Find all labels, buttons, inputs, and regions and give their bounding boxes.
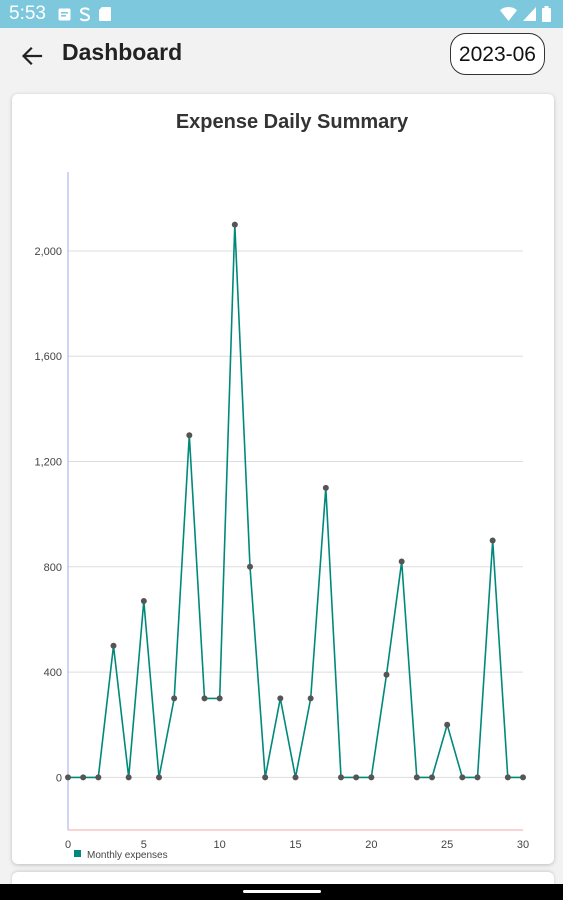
legend-label: Monthly expenses	[87, 850, 168, 861]
data-point	[520, 774, 526, 781]
data-point	[231, 221, 238, 228]
data-point	[140, 598, 147, 605]
data-point	[338, 774, 344, 781]
wifi-icon	[500, 7, 517, 21]
x-tick-label: 0	[65, 839, 71, 851]
sd-card-icon	[99, 7, 111, 21]
home-handle[interactable]	[243, 890, 321, 893]
legend-swatch	[74, 850, 81, 857]
data-point	[216, 695, 223, 702]
x-tick-label: 25	[441, 839, 453, 851]
data-point	[201, 695, 208, 702]
back-button[interactable]	[14, 38, 50, 74]
notification-icons	[58, 6, 111, 22]
y-tick-label: 1,200	[34, 457, 62, 469]
expense-chart-card: Expense Daily Summary 0 400 800 1,200 1,600 2,…	[12, 94, 554, 864]
data-point	[322, 484, 329, 491]
y-tick-label: 400	[44, 667, 62, 679]
data-point	[489, 537, 496, 544]
data-point	[277, 695, 284, 702]
data-point	[368, 774, 375, 781]
status-time: 5:53	[9, 3, 46, 24]
data-point	[156, 774, 162, 781]
y-tick-label: 0	[56, 772, 62, 784]
page-title: Dashboard	[62, 39, 183, 65]
battery-icon	[542, 6, 551, 22]
y-tick-label: 800	[44, 562, 62, 574]
arrow-left-icon	[21, 46, 43, 66]
status-bar: 5:53	[0, 0, 563, 28]
x-tick-label: 15	[289, 839, 301, 851]
data-point	[459, 774, 466, 781]
data-point	[383, 671, 390, 678]
s-app-icon	[79, 6, 91, 22]
data-point	[292, 774, 299, 781]
y-tick-label: 2,000	[34, 246, 62, 258]
data-point	[474, 774, 481, 781]
data-point	[171, 695, 178, 702]
system-icons	[500, 6, 551, 22]
x-tick-label: 5	[141, 839, 147, 851]
x-tick-label: 20	[365, 839, 377, 851]
next-card	[12, 872, 554, 886]
data-point	[413, 774, 420, 781]
y-tick-label: 1,600	[34, 351, 62, 363]
message-icon	[58, 8, 71, 21]
app-bar: Dashboard 2023-06	[0, 28, 563, 86]
data-point	[353, 774, 360, 781]
data-point	[186, 432, 193, 439]
data-point	[80, 774, 87, 781]
data-point	[398, 558, 405, 565]
x-tick-label: 30	[517, 839, 529, 851]
data-point	[444, 721, 451, 728]
data-point	[307, 695, 314, 702]
data-point	[95, 774, 102, 781]
data-point	[125, 774, 132, 781]
expense-line-chart: Expense Daily Summary 0 400 800 1,200 1,600 2,…	[34, 111, 529, 861]
x-tick-label: 10	[214, 839, 226, 851]
data-point	[429, 774, 435, 781]
data-point	[110, 642, 117, 649]
data-point	[65, 774, 71, 781]
data-point	[262, 774, 269, 781]
signal-icon	[523, 7, 536, 21]
chart-title: Expense Daily Summary	[176, 111, 409, 133]
series-line	[68, 223, 523, 779]
month-selector-button[interactable]: 2023-06	[449, 33, 545, 75]
data-point	[504, 774, 511, 781]
data-point	[247, 563, 253, 570]
